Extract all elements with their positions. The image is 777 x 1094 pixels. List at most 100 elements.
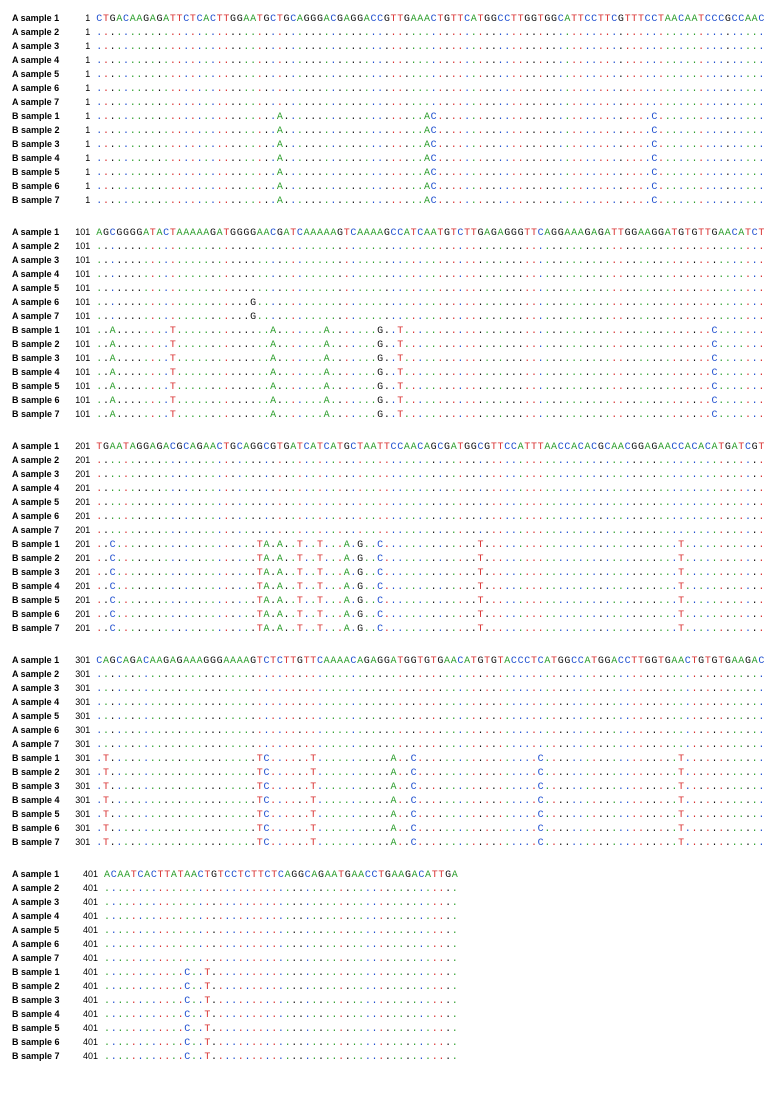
position-label: 201 — [70, 608, 96, 621]
position-label: 1 — [70, 166, 96, 179]
position-label: 301 — [70, 766, 96, 779]
alignment-row: B sample 1401............C..T...........… — [12, 966, 765, 980]
position-label: 1 — [70, 124, 96, 137]
alignment-row: A sample 2201...........................… — [12, 454, 765, 468]
sample-label: A sample 4 — [12, 910, 76, 923]
sample-label: B sample 3 — [12, 566, 70, 579]
sample-label: B sample 3 — [12, 352, 70, 365]
sample-label: A sample 7 — [12, 310, 70, 323]
position-label: 301 — [70, 682, 96, 695]
sequence-segment: ............C..T........................… — [104, 981, 458, 994]
sequence-segment: ........................................… — [96, 497, 765, 510]
sequence-segment: ........................................… — [96, 525, 765, 538]
sequence-segment: ........................................… — [96, 69, 765, 82]
alignment-row: B sample 3101..A........T..............A… — [12, 352, 765, 366]
sample-label: B sample 1 — [12, 538, 70, 551]
sequence-segment: ..C.....................TA.A..T..T...A.G… — [96, 567, 765, 580]
sample-label: B sample 4 — [12, 366, 70, 379]
sample-label: A sample 4 — [12, 54, 70, 67]
alignment-row: A sample 1101AGCGGGGATACTAAAAAGATGGGGAAC… — [12, 226, 765, 240]
position-label: 401 — [76, 868, 104, 881]
position-label: 1 — [70, 68, 96, 81]
sequence-segment: ............C..T........................… — [104, 1037, 458, 1050]
sample-label: B sample 2 — [12, 980, 76, 993]
position-label: 1 — [70, 152, 96, 165]
sequence-segment: ..A........T..............A.......A.....… — [96, 381, 765, 394]
sample-label: A sample 3 — [12, 468, 70, 481]
alignment-row: B sample 2201..C.....................TA.… — [12, 552, 765, 566]
alignment-row: A sample 4401...........................… — [12, 910, 765, 924]
sample-label: B sample 1 — [12, 324, 70, 337]
position-label: 101 — [70, 408, 96, 421]
alignment-row: B sample 2401............C..T...........… — [12, 980, 765, 994]
alignment-row: B sample 1301.T......................TC.… — [12, 752, 765, 766]
sample-label: A sample 1 — [12, 12, 70, 25]
sequence-segment: ........................................… — [96, 669, 765, 682]
position-label: 101 — [70, 366, 96, 379]
sample-label: B sample 1 — [12, 752, 70, 765]
alignment-row: A sample 1301CAGCAGACAAGAGAAAGGGAAAAGTCT… — [12, 654, 765, 668]
sequence-segment: ...........................A............… — [96, 111, 765, 124]
sequence-segment: ........................................… — [96, 241, 765, 254]
sample-label: B sample 7 — [12, 836, 70, 849]
sequence-segment: ........................................… — [104, 897, 458, 910]
position-label: 101 — [70, 338, 96, 351]
sequence-segment: ..A........T..............A.......A.....… — [96, 409, 765, 422]
alignment-row: B sample 11...........................A.… — [12, 110, 765, 124]
sample-label: A sample 7 — [12, 738, 70, 751]
alignment-row: B sample 6101..A........T..............A… — [12, 394, 765, 408]
alignment-row: B sample 3301.T......................TC.… — [12, 780, 765, 794]
sequence-segment: ..A........T..............A.......A.....… — [96, 395, 765, 408]
sample-label: B sample 5 — [12, 594, 70, 607]
sample-label: A sample 3 — [12, 254, 70, 267]
position-label: 1 — [70, 40, 96, 53]
sequence-alignment: A sample 11CTGACAAGAGATTCTCACTTGGAATGCTG… — [12, 12, 765, 1064]
sequence-segment: .T......................TC......T.......… — [96, 837, 765, 850]
sequence-segment: ........................................… — [96, 27, 765, 40]
alignment-row: A sample 5101...........................… — [12, 282, 765, 296]
sequence-segment: .T......................TC......T.......… — [96, 809, 765, 822]
alignment-row: B sample 5101..A........T..............A… — [12, 380, 765, 394]
sequence-segment: CTGACAAGAGATTCTCACTTGGAATGCTGCAGGGACGAGG… — [96, 13, 765, 26]
sample-label: B sample 2 — [12, 552, 70, 565]
sequence-segment: ........................................… — [96, 483, 765, 496]
alignment-row: A sample 3101...........................… — [12, 254, 765, 268]
sequence-segment: ..C.....................TA.A..T..T...A.G… — [96, 581, 765, 594]
sequence-segment: ............C..T........................… — [104, 967, 458, 980]
alignment-row: A sample 4301...........................… — [12, 696, 765, 710]
position-label: 401 — [76, 994, 104, 1007]
position-label: 201 — [70, 594, 96, 607]
sequence-segment: ...........................A............… — [96, 195, 765, 208]
alignment-row: A sample 2301...........................… — [12, 668, 765, 682]
alignment-row: B sample 6301.T......................TC.… — [12, 822, 765, 836]
position-label: 201 — [70, 510, 96, 523]
sample-label: B sample 6 — [12, 394, 70, 407]
position-label: 101 — [70, 240, 96, 253]
sample-label: A sample 1 — [12, 440, 70, 453]
alignment-row: B sample 71...........................A.… — [12, 194, 765, 208]
position-label: 301 — [70, 668, 96, 681]
sequence-segment: ............C..T........................… — [104, 1009, 458, 1022]
sequence-segment: ........................................… — [96, 697, 765, 710]
alignment-row: B sample 61...........................A.… — [12, 180, 765, 194]
sequence-segment: ........................................… — [96, 41, 765, 54]
sample-label: A sample 1 — [12, 654, 70, 667]
alignment-block: A sample 1401ACAATCACTTATAACTGTCCTCTTCTC… — [12, 868, 765, 1064]
sequence-segment: ............C..T........................… — [104, 995, 458, 1008]
alignment-row: B sample 21...........................A.… — [12, 124, 765, 138]
position-label: 401 — [76, 896, 104, 909]
alignment-row: B sample 3201..C.....................TA.… — [12, 566, 765, 580]
sample-label: A sample 5 — [12, 924, 76, 937]
position-label: 101 — [70, 282, 96, 295]
position-label: 1 — [70, 12, 96, 25]
alignment-row: B sample 4101..A........T..............A… — [12, 366, 765, 380]
sequence-segment: ...........................A............… — [96, 125, 765, 138]
alignment-row: B sample 6201..C.....................TA.… — [12, 608, 765, 622]
sequence-segment: ........................................… — [104, 911, 458, 924]
sample-label: A sample 6 — [12, 510, 70, 523]
sample-label: B sample 4 — [12, 1008, 76, 1021]
position-label: 101 — [70, 324, 96, 337]
sample-label: A sample 2 — [12, 240, 70, 253]
position-label: 401 — [76, 1008, 104, 1021]
sequence-segment: ..A........T..............A.......A.....… — [96, 353, 765, 366]
